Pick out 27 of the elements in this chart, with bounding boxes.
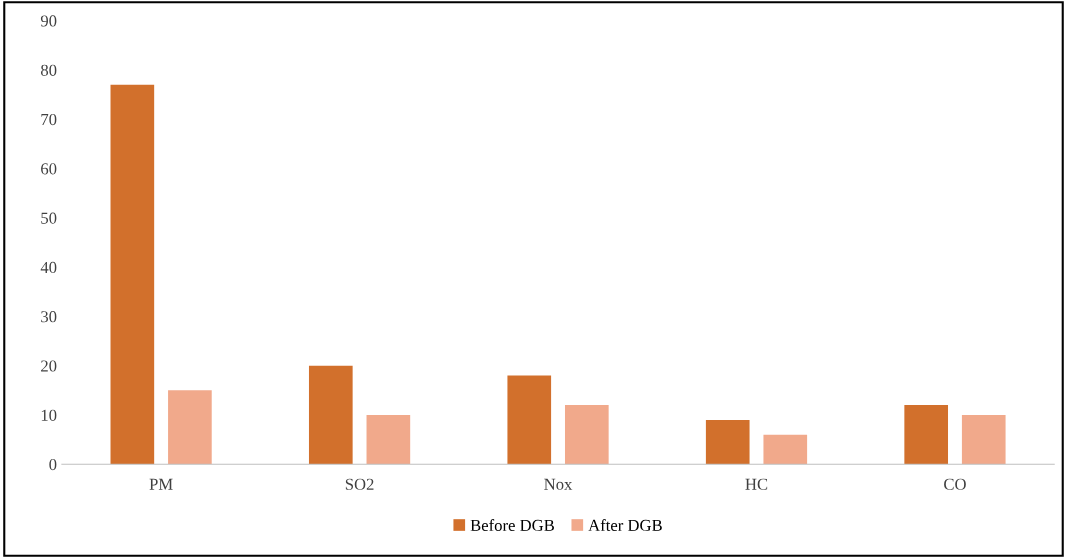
- bar: [564, 405, 609, 465]
- x-tick-label: Nox: [544, 478, 573, 490]
- y-tick-label: 10: [41, 409, 57, 421]
- bar: [507, 375, 552, 465]
- bar: [904, 405, 949, 465]
- y-tick-label: 60: [41, 163, 57, 175]
- bar: [366, 414, 411, 465]
- bar: [308, 365, 353, 465]
- x-tick-label: HC: [745, 478, 768, 490]
- bar: [168, 390, 212, 465]
- bar: [110, 84, 155, 465]
- y-tick-label: 40: [40, 261, 57, 274]
- y-tick-label: 50: [41, 212, 57, 224]
- y-tick-label: 80: [40, 64, 57, 76]
- y-tick-label: 90: [40, 15, 57, 27]
- legend-label: Before DGB: [470, 519, 554, 532]
- y-tick-label: 0: [49, 458, 57, 471]
- bar: [763, 434, 808, 465]
- bar: [961, 414, 1006, 465]
- x-tick-label: SO2: [345, 478, 374, 490]
- legend-label: After DGB: [588, 519, 662, 532]
- x-tick-label: CO: [944, 478, 966, 490]
- y-tick-label: 20: [41, 360, 57, 372]
- y-tick-label: 30: [41, 311, 57, 323]
- x-tick-label: PM: [149, 478, 173, 490]
- bar: [705, 419, 750, 465]
- y-tick-label: 70: [41, 113, 57, 126]
